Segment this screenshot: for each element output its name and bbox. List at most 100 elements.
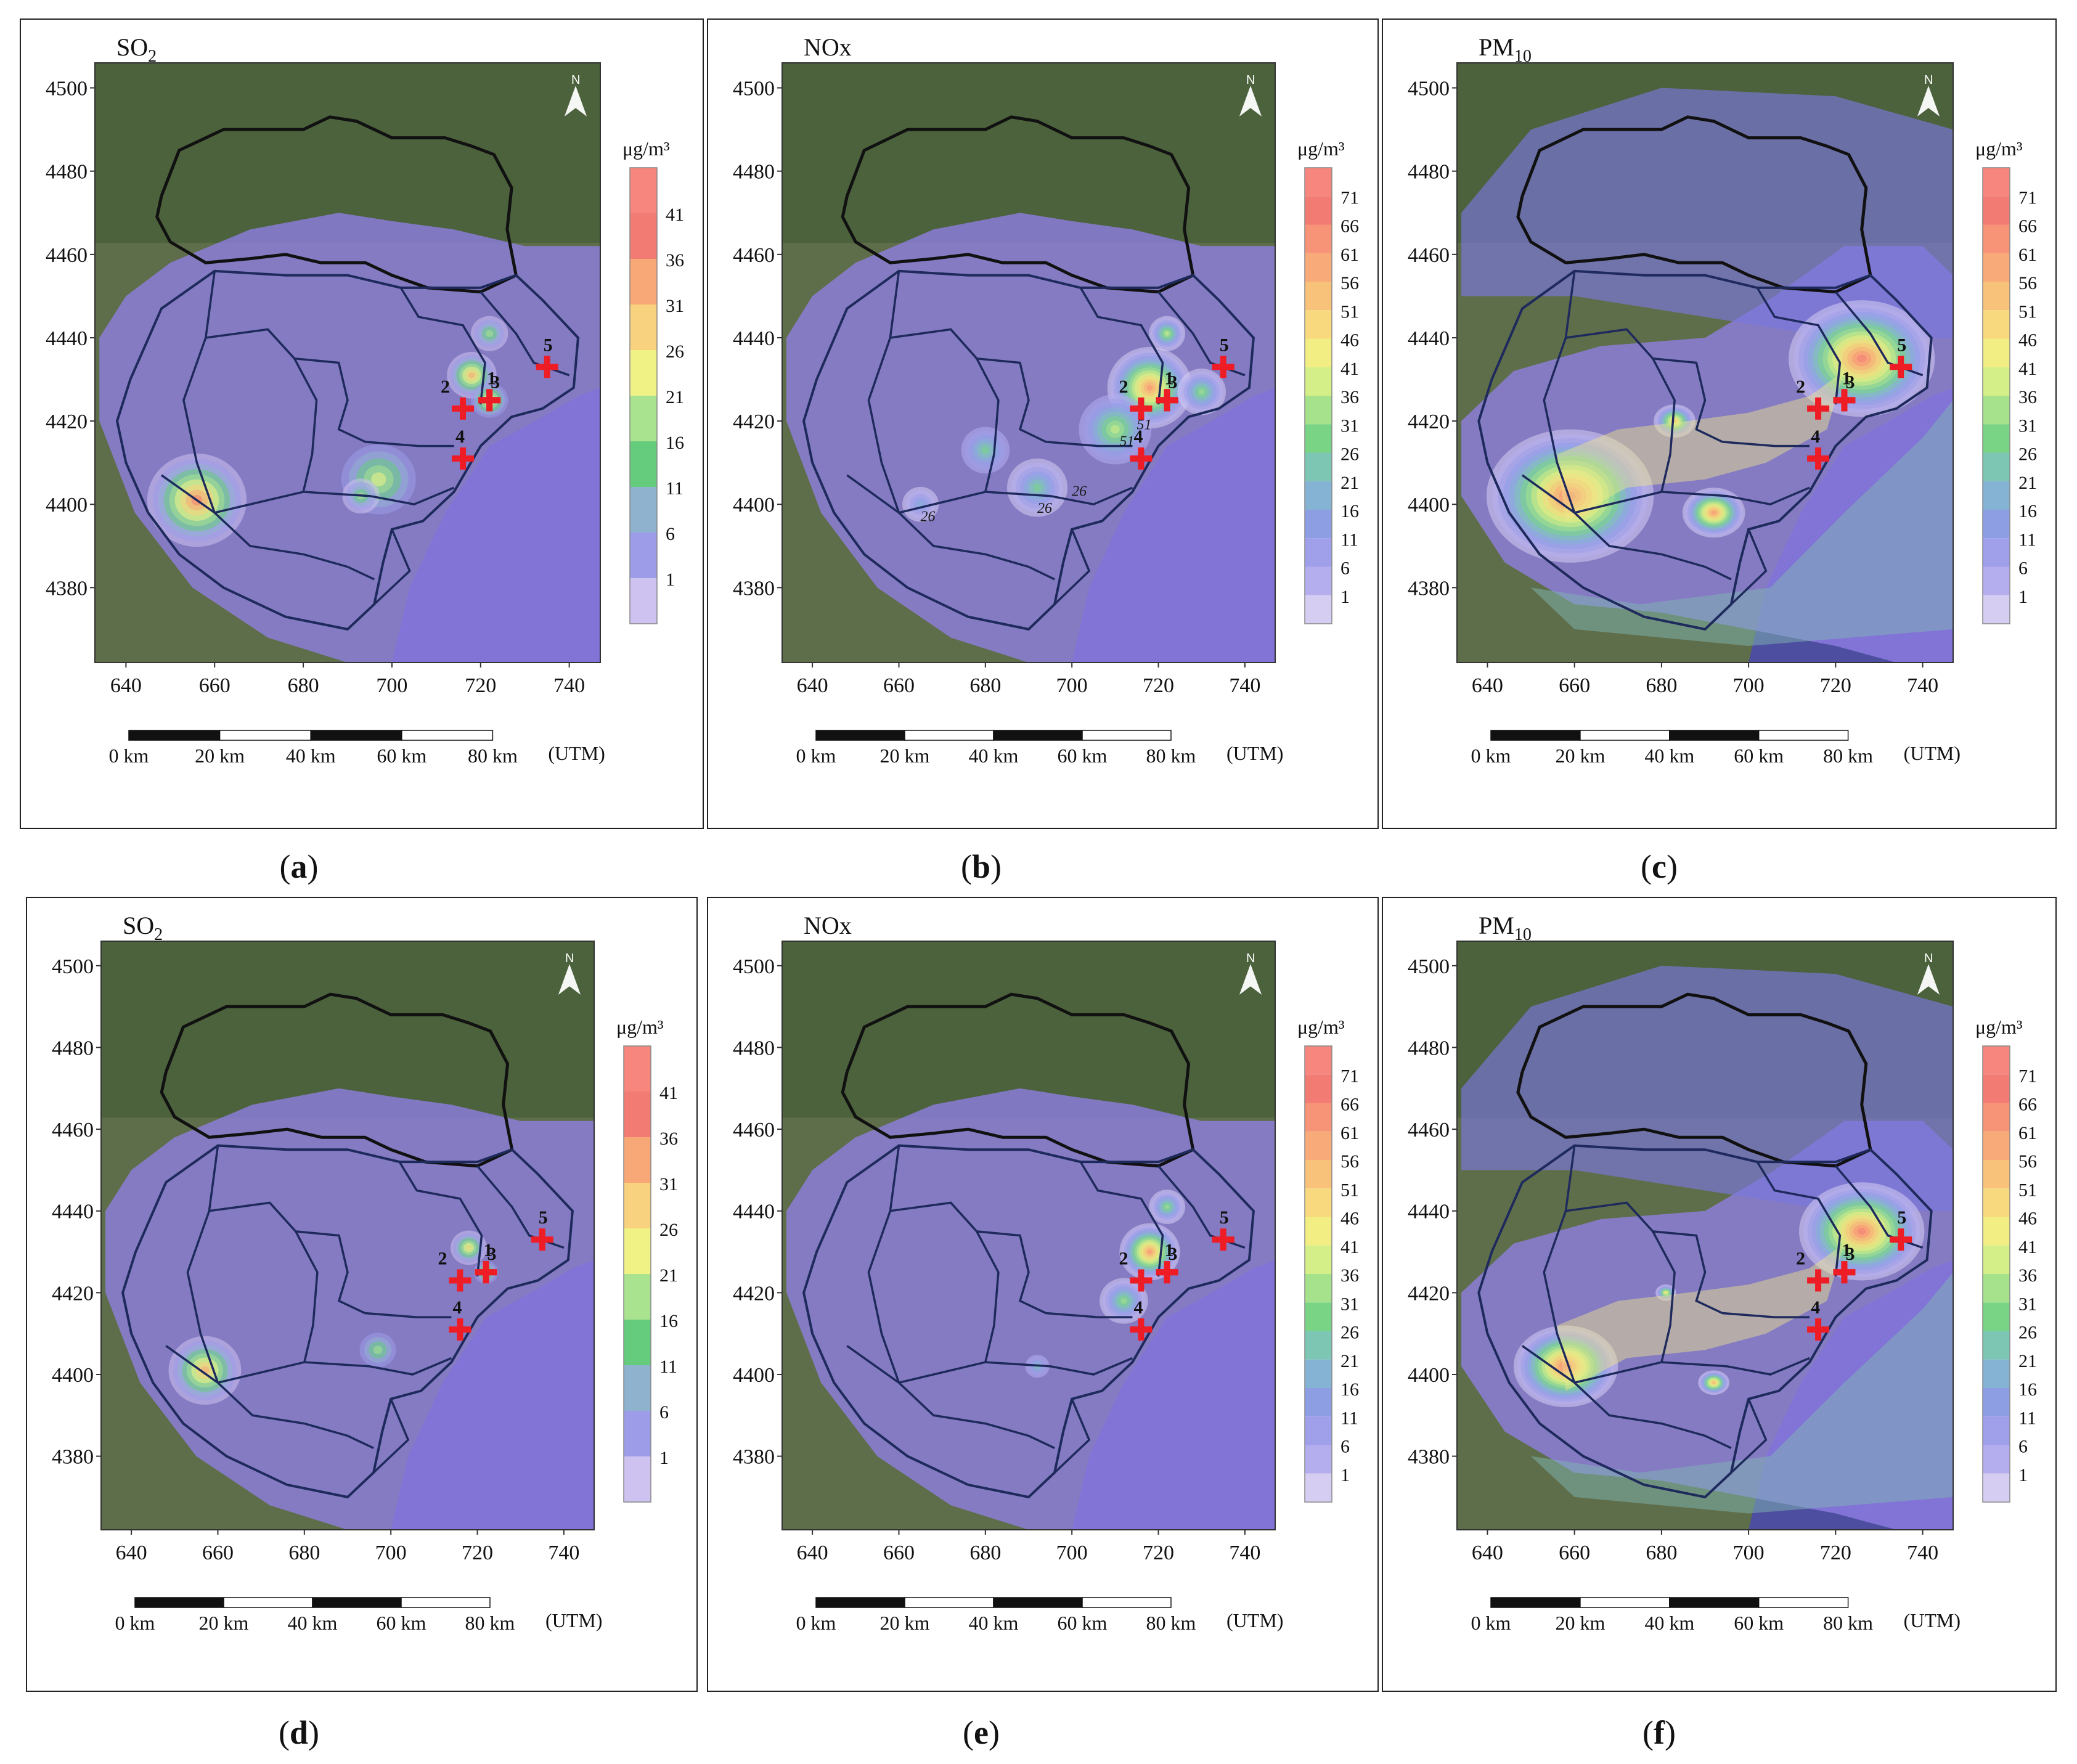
hotspots <box>1486 300 1935 563</box>
scale-label: 0 km <box>796 745 836 767</box>
region-boundary <box>802 1144 1255 1499</box>
marker-cross-v <box>1220 356 1226 378</box>
marker-cross-v <box>1138 447 1145 470</box>
source-markers: 1 2 3 4 5 <box>438 1207 553 1341</box>
legend-tick-label: 26 <box>2018 444 2037 465</box>
panel-caption-d: (d) <box>237 1713 361 1752</box>
scale-segment <box>1580 1597 1670 1608</box>
pollutant-title: SO2 <box>123 912 163 944</box>
source-markers: 1 2 3 4 5 <box>1796 335 1912 470</box>
x-tick-label: 700 <box>375 1541 407 1564</box>
district-boundary-0 <box>1543 271 1576 513</box>
pollutant-title: PM10 <box>1479 33 1532 66</box>
x-tick-label: 660 <box>1559 1541 1590 1564</box>
legend-swatch <box>1983 1359 2010 1388</box>
legend-swatch <box>1983 367 2010 396</box>
legend-swatch <box>1983 1103 2010 1132</box>
legend-swatch <box>1305 396 1332 425</box>
legend-swatch <box>1983 1274 2010 1303</box>
caption-letter: a <box>290 848 308 885</box>
map-area: 1 2 3 4 5 <box>1457 941 1953 1530</box>
plume-band <box>1557 1243 1845 1391</box>
contour-label: 51 <box>1119 434 1134 450</box>
legend-tick-label: 31 <box>1340 1294 1359 1314</box>
district-boundary-2 <box>205 328 454 447</box>
legend-swatch <box>1305 481 1332 510</box>
marker-cross-v <box>1898 356 1904 378</box>
legend-tick-label: 56 <box>2018 273 2037 293</box>
panel-caption-a: (a) <box>237 847 361 886</box>
panel-f: 1 2 3 4 5 N PM10 640 660 680 700 720 740 4500 4480 4460… <box>1382 897 2057 1692</box>
legend-frame <box>1982 1045 2010 1503</box>
source-marker-3: 3 <box>475 1244 497 1284</box>
x-tick-label: 640 <box>1472 1541 1503 1564</box>
y-tick-label: 4460 <box>52 1119 94 1141</box>
y-tick-label: 4500 <box>733 955 775 978</box>
scale-segment <box>134 1597 224 1608</box>
source-marker-5: 5 <box>1212 335 1234 378</box>
district-boundary-2 <box>890 1201 1133 1318</box>
map-frame <box>781 62 1276 663</box>
marker-cross-v <box>457 1318 463 1341</box>
legend-swatch <box>1305 1473 1332 1502</box>
scale-label: 40 km <box>1644 1612 1694 1634</box>
legend-swatch <box>624 1183 651 1228</box>
legend-tick-label: 41 <box>2018 359 2037 379</box>
scale-bar: 0 km 20 km 40 km 60 km 80 km (UTM) <box>109 730 605 767</box>
x-tick-label: 640 <box>110 674 142 697</box>
scale-segment <box>1580 730 1670 741</box>
legend-swatch <box>1305 1388 1332 1417</box>
hotspots <box>1513 1182 1925 1408</box>
legend-tick-label: 21 <box>2018 1351 2037 1371</box>
panel-caption-f: (f) <box>1598 1713 1721 1752</box>
hotspot-2-ring-3 <box>373 1345 383 1355</box>
y-tick-label: 4380 <box>1408 1446 1450 1469</box>
legend-tick-label: 41 <box>659 1083 678 1103</box>
legend-tick-label: 46 <box>1340 1209 1359 1229</box>
hotspot-2-ring-7 <box>1110 425 1120 434</box>
scale-label: 80 km <box>468 745 518 767</box>
x-tick-label: 720 <box>1820 674 1851 697</box>
caption-paren-close: ) <box>308 1714 319 1751</box>
legend-tick-label: 41 <box>1340 1237 1359 1257</box>
caption-paren-close: ) <box>990 848 1002 885</box>
source-label: 2 <box>1796 377 1805 397</box>
pollutant-title: SO2 <box>116 33 157 66</box>
legend-swatch <box>1305 1131 1332 1160</box>
x-tick-label: 700 <box>1056 1541 1088 1564</box>
legend-tick-label: 16 <box>1340 501 1359 521</box>
hotspot-2-ring-13 <box>1712 510 1716 515</box>
legend-swatch <box>1983 168 2010 197</box>
scale-segment <box>815 730 905 741</box>
north-label: N <box>565 952 574 965</box>
scale-label: 40 km <box>969 745 1019 767</box>
x-tick-label: 680 <box>288 1541 320 1564</box>
scale-bar: 0 km 20 km 40 km 60 km 80 km (UTM) <box>1471 1597 1961 1634</box>
scale-label: 60 km <box>1734 1612 1784 1634</box>
y-tick-label: 4440 <box>52 1201 94 1223</box>
district-boundary-3 <box>976 1231 1000 1363</box>
district-boundary-4 <box>1079 1161 1164 1276</box>
y-tick-label: 4380 <box>733 577 775 600</box>
y-tick-label: 4500 <box>46 78 88 100</box>
source-label: 4 <box>1811 1297 1820 1318</box>
source-marker-5: 5 <box>536 335 558 378</box>
y-tick-label: 4500 <box>1408 78 1450 100</box>
legend-frame <box>1304 167 1332 624</box>
legend-swatch <box>1983 424 2010 453</box>
legend-unit: μg/m³ <box>622 137 670 160</box>
legend-swatch <box>630 578 657 624</box>
source-marker-2: 2 <box>441 377 475 420</box>
legend-tick-label: 21 <box>1340 1351 1359 1371</box>
legend-frame <box>629 167 658 624</box>
north-arrow-icon: N <box>1239 73 1262 116</box>
scale-segment <box>1490 1597 1581 1608</box>
legend-tick-label: 1 <box>2018 1465 2028 1485</box>
x-tick-label: 720 <box>1143 1541 1174 1564</box>
legend-tick-label: 41 <box>666 205 684 225</box>
legend-tick-label: 16 <box>2018 501 2037 521</box>
north-label: N <box>1924 952 1933 965</box>
legend-tick-label: 1 <box>2018 587 2028 607</box>
marker-cross-v <box>1815 447 1822 470</box>
